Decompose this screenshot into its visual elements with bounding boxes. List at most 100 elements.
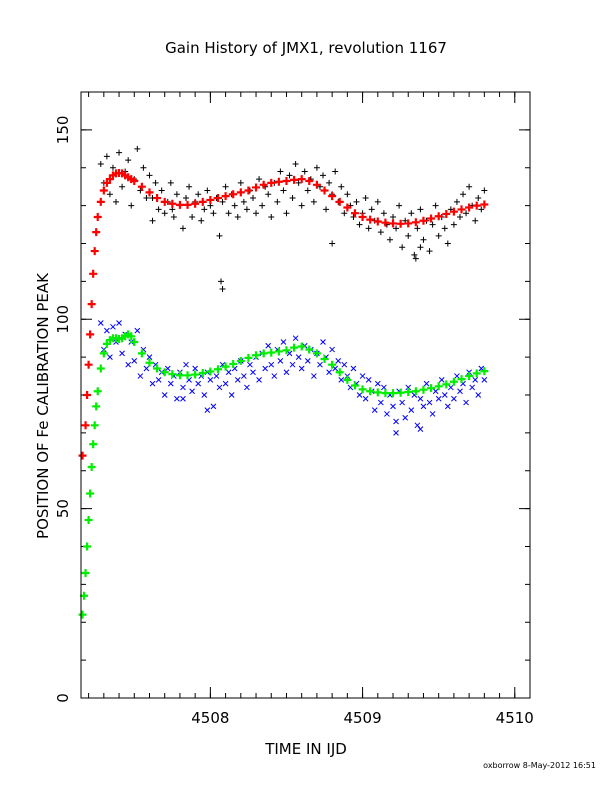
data-point: [411, 251, 418, 258]
data-point: [434, 382, 443, 391]
data-point: [219, 198, 226, 205]
data-point: [353, 198, 360, 205]
data-point: [247, 361, 253, 368]
data-point: [228, 392, 235, 398]
y-tick-label: 150: [54, 116, 72, 145]
data-point: [192, 365, 199, 372]
data-point: [86, 489, 95, 498]
data-point: [83, 391, 92, 399]
data-point: [175, 200, 184, 209]
data-point: [213, 365, 222, 374]
data-point: [234, 376, 241, 383]
data-point: [84, 360, 93, 369]
series-1: [97, 320, 488, 436]
data-point: [175, 371, 184, 380]
data-point: [298, 202, 305, 209]
data-point: [374, 380, 381, 387]
data-point: [109, 164, 116, 171]
data-point: [393, 225, 400, 232]
data-point: [113, 198, 120, 205]
data-point: [465, 203, 474, 212]
data-point: [420, 403, 427, 410]
data-point: [93, 212, 102, 221]
data-point: [326, 369, 332, 376]
data-point: [444, 403, 451, 410]
data-point: [256, 376, 262, 383]
data-point: [125, 361, 132, 368]
data-point: [453, 198, 460, 205]
data-point: [134, 145, 141, 152]
data-point: [191, 370, 200, 379]
data-point: [280, 187, 287, 194]
data-point: [438, 376, 445, 383]
data-point: [180, 384, 186, 391]
data-point: [253, 210, 260, 217]
data-point: [87, 462, 96, 471]
data-point: [119, 350, 125, 357]
footer-stamp: oxborrow 8-May-2012 16:51: [483, 761, 596, 770]
data-point: [417, 206, 424, 213]
data-point: [160, 368, 169, 377]
data-point: [153, 364, 162, 373]
data-point: [320, 355, 329, 364]
data-point: [131, 358, 138, 364]
data-point: [441, 225, 448, 232]
data-point: [405, 384, 412, 391]
data-point: [320, 172, 327, 179]
data-point: [282, 177, 291, 186]
data-point: [225, 210, 232, 217]
data-point: [320, 339, 326, 345]
data-point: [295, 354, 302, 360]
data-point: [221, 362, 230, 371]
data-point: [268, 213, 275, 220]
data-point: [218, 278, 225, 285]
data-point: [341, 361, 348, 368]
data-point: [373, 217, 382, 226]
data-point: [442, 209, 451, 218]
data-point: [250, 369, 256, 376]
data-point: [137, 349, 146, 358]
data-point: [475, 392, 482, 398]
data-point: [312, 180, 321, 189]
x-tick-label: 4508: [191, 709, 229, 727]
data-point: [262, 365, 269, 372]
data-point: [86, 330, 95, 339]
data-point: [328, 192, 337, 201]
data-point: [481, 187, 488, 194]
data-point: [180, 395, 186, 402]
data-point: [137, 373, 144, 379]
data-point: [411, 218, 420, 227]
data-point: [161, 210, 168, 217]
data-point: [81, 569, 90, 578]
data-point: [213, 194, 222, 203]
data-point: [204, 187, 211, 194]
data-point: [312, 349, 321, 358]
data-point: [359, 373, 366, 379]
data-point: [237, 179, 244, 186]
data-point: [283, 210, 290, 217]
data-point: [84, 515, 93, 524]
data-point: [252, 183, 261, 192]
data-point: [137, 182, 146, 191]
data-point: [210, 210, 217, 217]
data-point: [116, 149, 123, 156]
data-point: [419, 216, 428, 225]
data-point: [365, 376, 372, 383]
x-tick-label: 4510: [496, 709, 534, 727]
data-point: [195, 191, 202, 198]
data-point: [429, 411, 436, 417]
data-point: [259, 202, 266, 209]
data-point: [297, 342, 306, 351]
data-point: [89, 440, 98, 449]
data-point: [371, 407, 378, 414]
data-point: [179, 225, 186, 232]
data-point: [380, 210, 387, 217]
data-point: [289, 195, 296, 202]
data-point: [412, 255, 419, 262]
data-point: [451, 395, 457, 402]
data-point: [472, 376, 479, 383]
data-point: [145, 358, 154, 367]
data-point: [145, 188, 154, 197]
data-point: [402, 414, 409, 421]
data-point: [343, 375, 352, 384]
